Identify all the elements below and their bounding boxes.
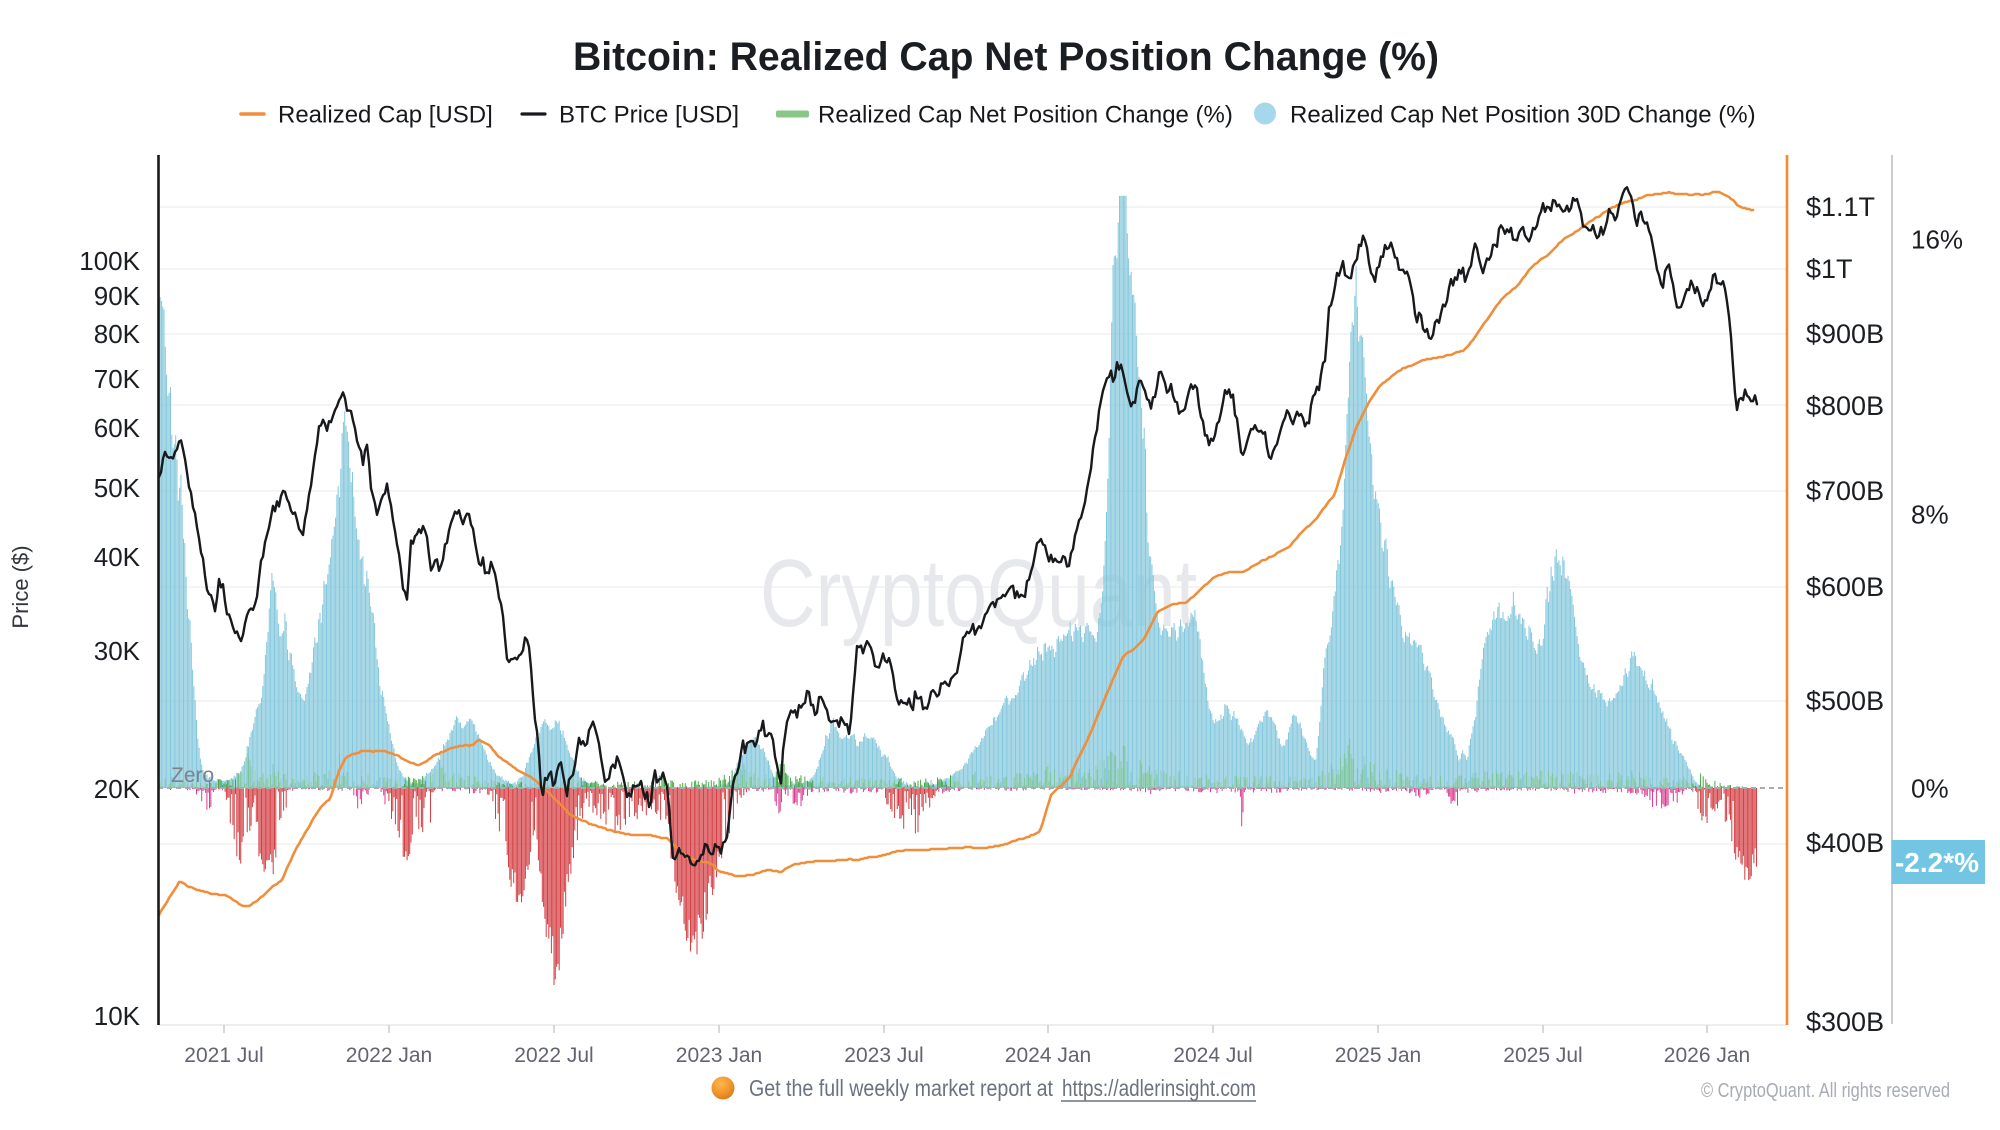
svg-text:Realized Cap Net Position Chan: Realized Cap Net Position Change (%) — [818, 102, 1233, 129]
svg-text:8%: 8% — [1911, 500, 1949, 530]
svg-text:2023 Jul: 2023 Jul — [844, 1044, 923, 1067]
svg-text:60K: 60K — [94, 413, 141, 443]
svg-text:https://adlerinsight.com: https://adlerinsight.com — [1062, 1075, 1256, 1101]
svg-text:90K: 90K — [94, 281, 141, 311]
svg-text:20K: 20K — [94, 774, 141, 804]
svg-text:2023 Jan: 2023 Jan — [676, 1044, 762, 1067]
svg-text:$1.1T: $1.1T — [1806, 192, 1875, 222]
svg-text:Zero: Zero — [171, 764, 214, 787]
svg-text:40K: 40K — [94, 542, 141, 572]
svg-text:30K: 30K — [94, 636, 141, 666]
svg-text:80K: 80K — [94, 319, 141, 349]
svg-text:$300B: $300B — [1806, 1007, 1884, 1037]
svg-text:Price ($): Price ($) — [8, 545, 33, 628]
svg-text:$1T: $1T — [1806, 254, 1853, 284]
svg-text:$800B: $800B — [1806, 391, 1884, 421]
svg-text:0%: 0% — [1911, 774, 1949, 804]
svg-text:Bitcoin: Realized Cap Net Posi: Bitcoin: Realized Cap Net Position Chang… — [573, 35, 1439, 79]
svg-text:70K: 70K — [94, 364, 141, 394]
svg-text:Get the full weekly market rep: Get the full weekly market report at — [749, 1075, 1054, 1101]
svg-text:2026 Jan: 2026 Jan — [1664, 1044, 1750, 1067]
svg-text:Realized Cap Net Position 30D: Realized Cap Net Position 30D Change (%) — [1290, 102, 1756, 129]
svg-text:2022 Jul: 2022 Jul — [514, 1044, 593, 1067]
svg-text:$600B: $600B — [1806, 572, 1884, 602]
svg-text:$500B: $500B — [1806, 686, 1884, 716]
svg-text:16%: 16% — [1911, 225, 1963, 255]
svg-text:100K: 100K — [79, 246, 140, 276]
svg-text:10K: 10K — [94, 1001, 141, 1031]
svg-text:50K: 50K — [94, 473, 141, 503]
svg-text:$700B: $700B — [1806, 476, 1884, 506]
svg-text:© CryptoQuant. All rights rese: © CryptoQuant. All rights reserved — [1701, 1080, 1950, 1102]
svg-text:2021 Jul: 2021 Jul — [184, 1044, 263, 1067]
svg-text:$400B: $400B — [1806, 828, 1884, 858]
svg-text:2022 Jan: 2022 Jan — [346, 1044, 432, 1067]
svg-text:-2.2*%: -2.2*% — [1895, 847, 1979, 878]
svg-text:$900B: $900B — [1806, 319, 1884, 349]
svg-text:2024 Jan: 2024 Jan — [1005, 1044, 1091, 1067]
svg-text:2025 Jan: 2025 Jan — [1335, 1044, 1421, 1067]
svg-text:Realized Cap [USD]: Realized Cap [USD] — [278, 102, 493, 129]
svg-text:2025 Jul: 2025 Jul — [1503, 1044, 1582, 1067]
svg-text:2024 Jul: 2024 Jul — [1173, 1044, 1252, 1067]
svg-text:BTC Price [USD]: BTC Price [USD] — [559, 102, 739, 129]
